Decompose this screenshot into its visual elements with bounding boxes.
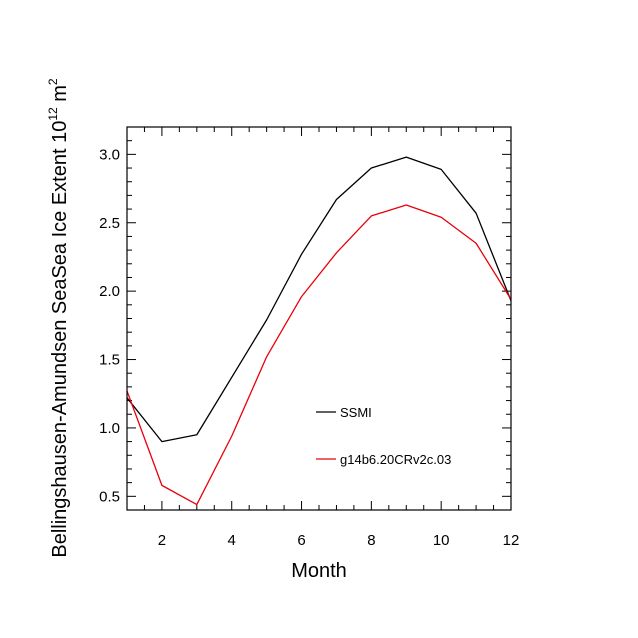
x-tick-label: 4	[228, 532, 236, 549]
x-tick-label: 6	[297, 532, 305, 549]
y-tick-label: 1.0	[99, 420, 120, 437]
series-line-ssmi	[126, 156, 512, 443]
y-axis-title-unit: m	[49, 85, 71, 107]
y-axis-title: Bellingshausen-Amundsen SeaSea Ice Exten…	[46, 78, 71, 558]
x-tick-labels: 2 4 6 8 10 12	[158, 532, 520, 549]
y-tick-label: 2.5	[99, 215, 120, 232]
x-tick-label: 2	[158, 532, 166, 549]
series-line-g14b6	[126, 204, 512, 506]
y-axis-title-unit-exponent: 2	[46, 78, 60, 85]
y-tick-labels: 0.5 1.0 1.5 2.0 2.5 3.0	[99, 146, 120, 505]
legend: SSMI g14b6.20CRv2c.03	[316, 405, 451, 467]
series-lines	[126, 156, 512, 506]
x-tick-label: 8	[367, 532, 375, 549]
y-tick-label: 3.0	[99, 146, 120, 163]
y-axis-title-exponent: 12	[46, 107, 60, 121]
y-tick-label: 0.5	[99, 488, 120, 505]
x-axis-title: Month	[291, 560, 347, 582]
y-tick-label: 1.5	[99, 352, 120, 369]
y-tick-label: 2.0	[99, 283, 120, 300]
x-tick-label: 10	[433, 532, 450, 549]
legend-label-g14b6: g14b6.20CRv2c.03	[340, 452, 451, 467]
legend-label-ssmi: SSMI	[340, 405, 372, 420]
y-axis-title-main: Bellingshausen-Amundsen SeaSea Ice Exten…	[49, 121, 71, 558]
x-tick-label: 12	[503, 532, 520, 549]
plot-frame	[126, 126, 512, 511]
